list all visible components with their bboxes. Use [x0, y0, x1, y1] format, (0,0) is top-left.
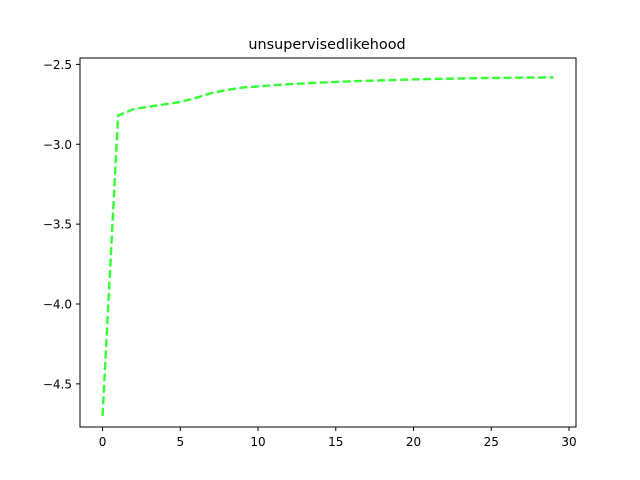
x-tick-label: 5: [176, 435, 184, 449]
x-tick-label: 15: [328, 435, 343, 449]
series-layer: [101, 76, 554, 416]
y-tick-label: −4.0: [43, 298, 72, 312]
x-tick-label: 20: [406, 435, 421, 449]
y-tick-label: −2.5: [43, 58, 72, 72]
x-tick-label: 25: [484, 435, 499, 449]
y-axis: −4.5 −4.0 −3.5 −3.0 −2.5: [43, 58, 80, 391]
x-tick-label: 30: [561, 435, 576, 449]
y-tick-label: −3.0: [43, 138, 72, 152]
chart-title: unsupervisedlikehood: [248, 37, 405, 53]
series-line: [101, 76, 554, 416]
y-tick-label: −3.5: [43, 218, 72, 232]
x-axis: 0 5 10 15 20 25 30: [99, 427, 577, 449]
plot-frame: [79, 57, 577, 428]
y-tick-label: −4.5: [43, 377, 72, 391]
x-tick-label: 0: [99, 435, 107, 449]
x-tick-label: 10: [250, 435, 265, 449]
